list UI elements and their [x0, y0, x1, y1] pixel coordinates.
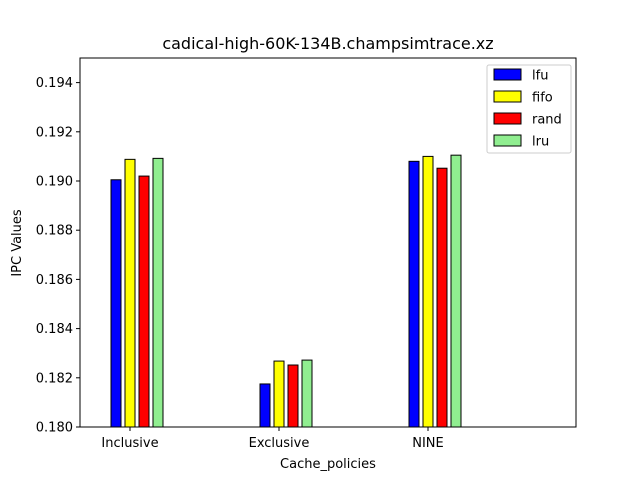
y-tick-label: 0.190: [36, 175, 73, 190]
bar-lru: [450, 154, 462, 428]
bar-fifo: [124, 158, 136, 428]
legend-swatch-fifo: [493, 90, 522, 103]
y-tick-label: 0.188: [36, 224, 73, 239]
y-tick-label: 0.180: [36, 421, 73, 436]
x-axis-title: Cache_policies: [280, 457, 376, 472]
y-tick-label: 0.184: [36, 322, 73, 337]
y-axis: 0.180 0.182 0.184 0.186 0.188 0.190 0.192 0.194: [36, 76, 80, 436]
legend-label-rand: rand: [532, 113, 562, 128]
x-tick-label: Inclusive: [101, 436, 158, 451]
legend-swatch-rand: [493, 112, 522, 125]
legend-label-lfu: lfu: [532, 69, 548, 84]
bar-fifo: [422, 155, 434, 428]
bar-fifo: [273, 360, 285, 428]
legend-box: [486, 64, 572, 154]
legend-label-fifo: fifo: [532, 91, 553, 106]
bar-lru: [152, 157, 164, 428]
legend-label-lru: lru: [532, 135, 549, 150]
legend-swatch-lru: [493, 134, 522, 147]
bar-rand: [138, 175, 150, 428]
bar-lru: [301, 359, 313, 428]
plot-frame: [79, 57, 577, 428]
y-axis-title: IPC Values: [10, 209, 25, 277]
chart-title: cadical-high-60K-134B.champsimtrace.xz: [162, 34, 493, 53]
legend: lfu fifo rand lru: [486, 64, 572, 154]
y-tick-label: 0.182: [36, 371, 73, 386]
bar-lfu: [259, 383, 271, 428]
legend-swatch-lfu: [493, 68, 522, 81]
y-tick-label: 0.186: [36, 273, 73, 288]
x-axis: Inclusive Exclusive NINE: [101, 427, 444, 451]
x-tick-label: NINE: [412, 436, 444, 451]
bar-rand: [436, 167, 448, 428]
bar-lfu: [408, 160, 420, 428]
bar-lfu: [110, 179, 122, 428]
y-tick-label: 0.194: [36, 76, 73, 91]
x-tick-label: Exclusive: [249, 436, 310, 451]
y-tick-label: 0.192: [36, 125, 73, 140]
bar-rand: [287, 364, 299, 428]
